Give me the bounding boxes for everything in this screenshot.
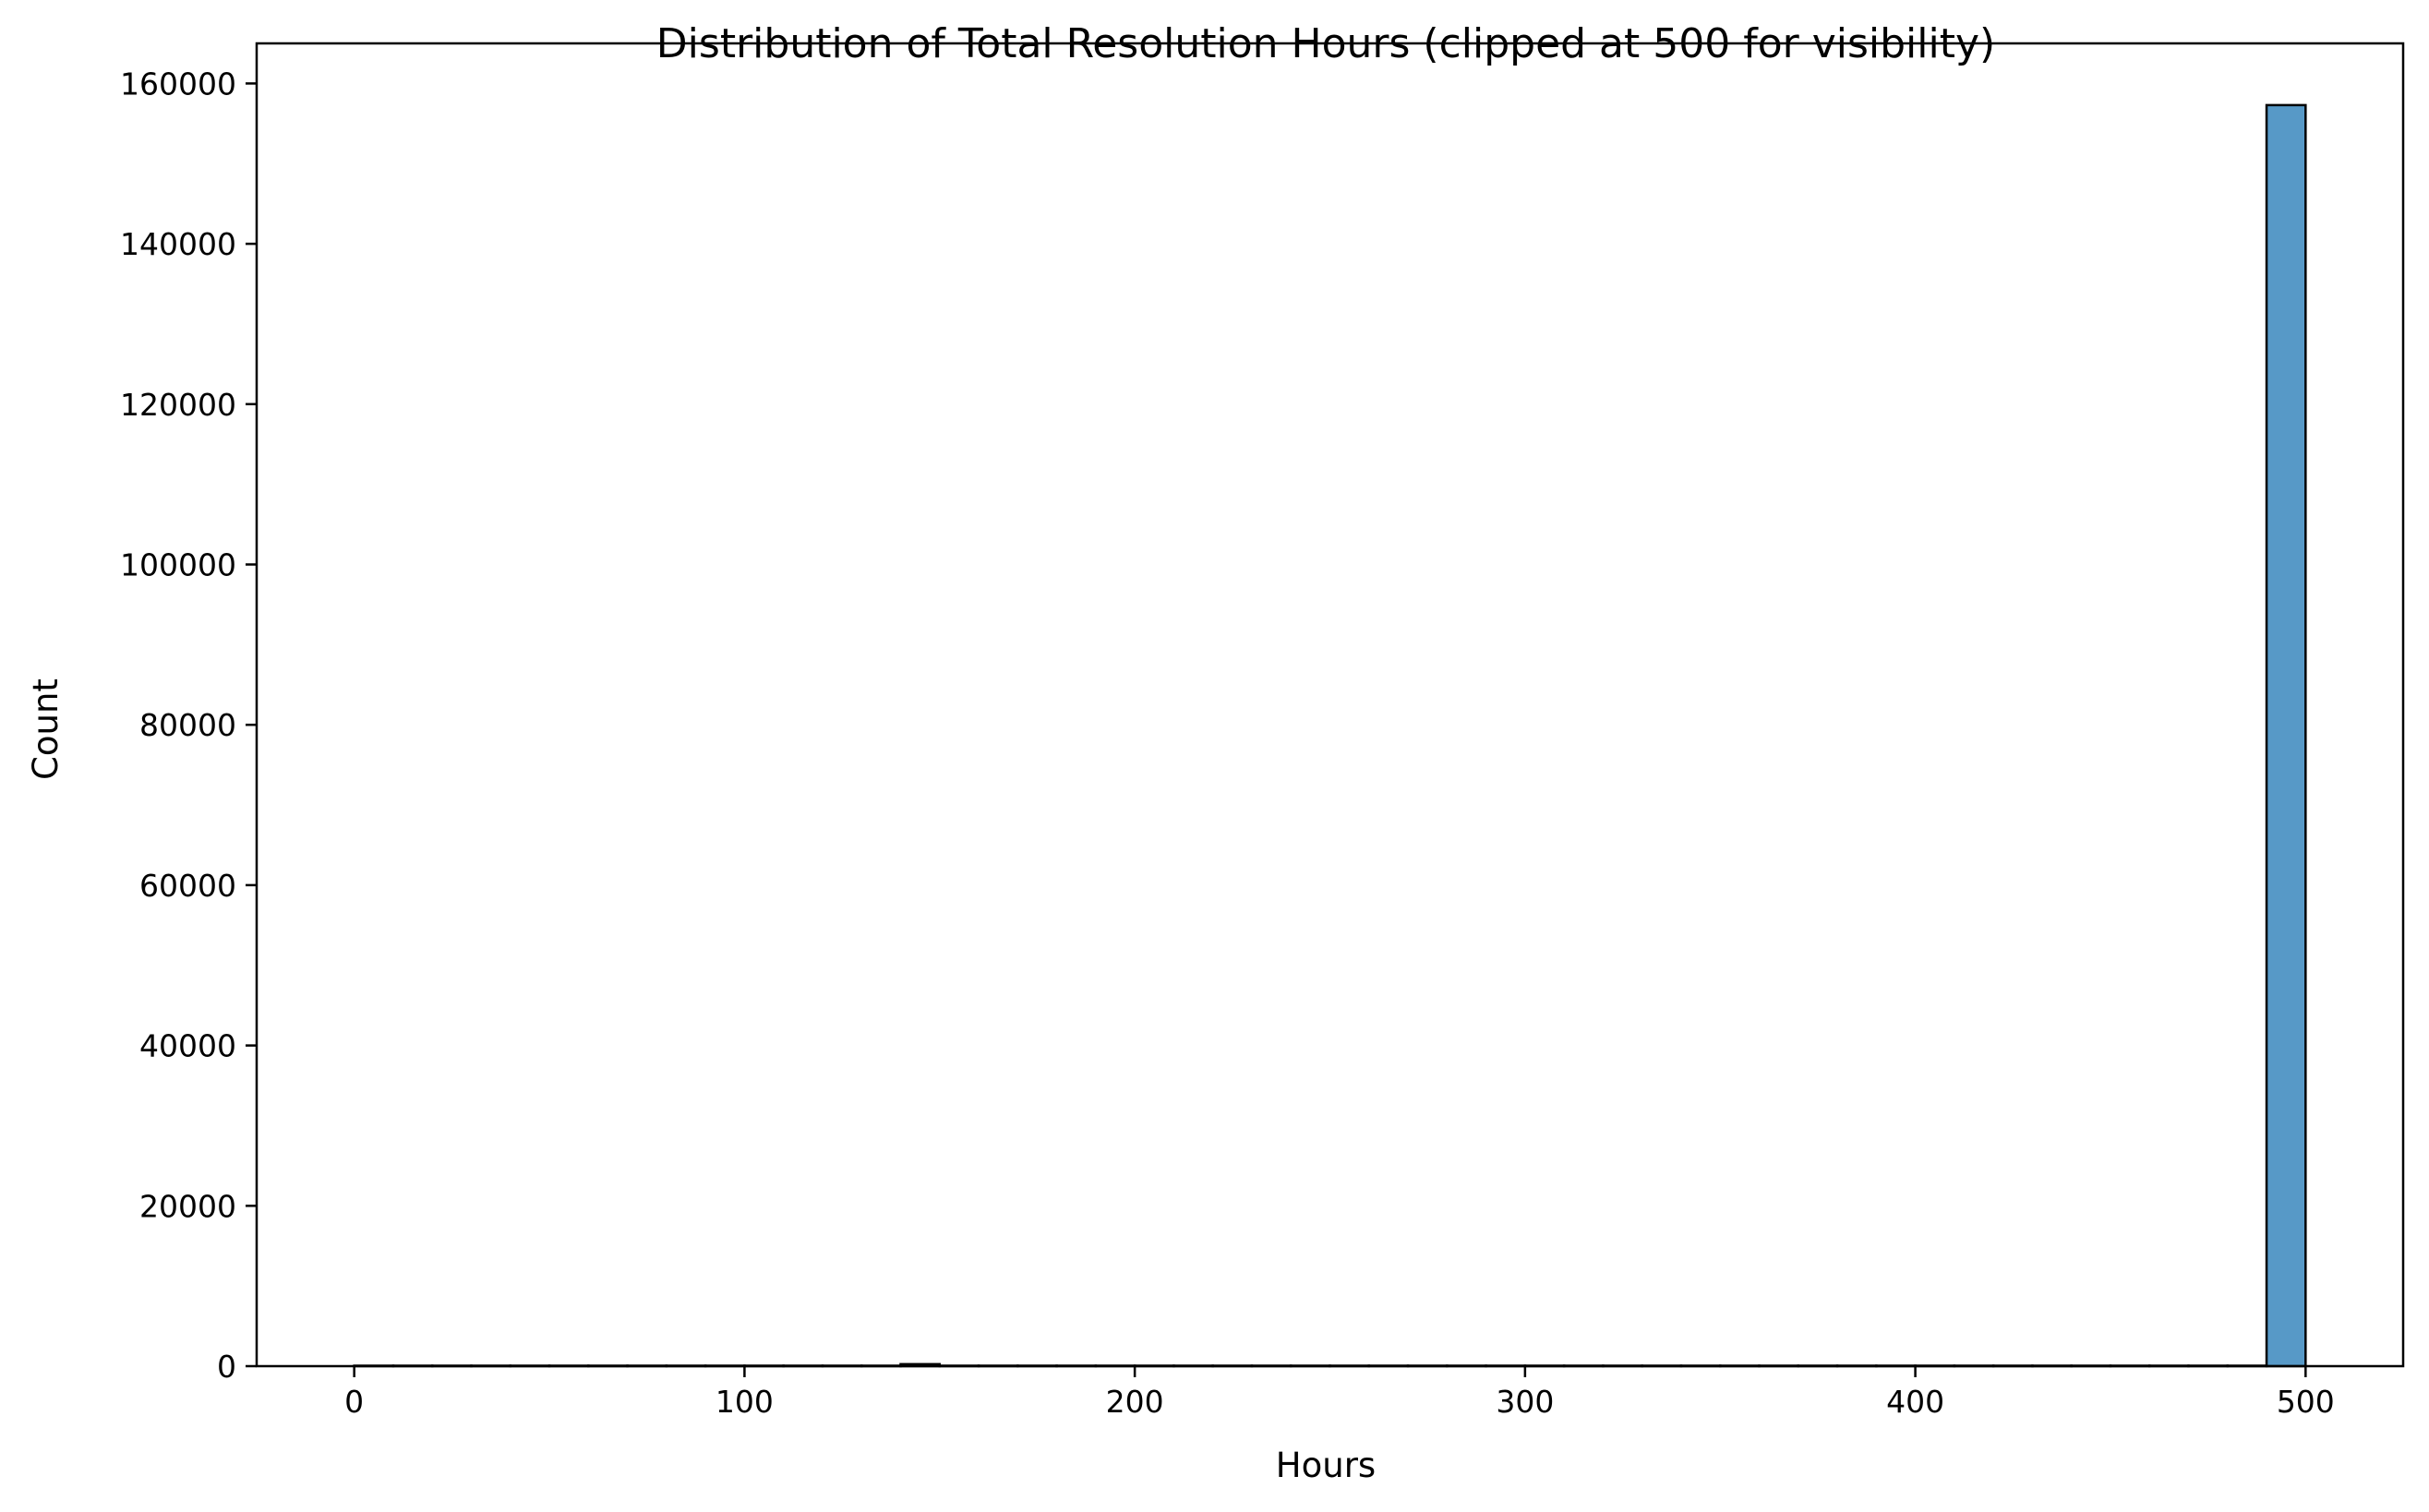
y-tick-label: 40000	[139, 1028, 236, 1064]
plot-area-frame	[255, 42, 2405, 1368]
x-axis-ticks: 0 100 200 300 400 500	[344, 1366, 2335, 1420]
y-tick-label: 80000	[139, 707, 236, 743]
x-tick-label: 200	[1106, 1384, 1164, 1420]
y-axis-title: Count	[26, 678, 66, 780]
histogram-bar	[2265, 103, 2307, 1368]
y-tick-label: 20000	[139, 1188, 236, 1224]
y-tick-label: 120000	[120, 387, 236, 423]
y-tick-label: 140000	[120, 226, 236, 262]
y-tick-label: 60000	[139, 868, 236, 904]
y-axis-ticks: 0 20000 40000 60000 80000 100000 120000 140000 1…	[120, 66, 257, 1385]
y-tick-label: 160000	[120, 66, 236, 102]
y-tick-label: 100000	[120, 547, 236, 583]
y-tick-label: 0	[217, 1349, 236, 1385]
x-tick-label: 400	[1886, 1384, 1944, 1420]
x-tick-label: 0	[344, 1384, 364, 1420]
x-tick-label: 300	[1496, 1384, 1554, 1420]
x-axis-title: Hours	[1276, 1446, 1376, 1485]
x-tick-label: 500	[2277, 1384, 2335, 1420]
x-tick-label: 100	[715, 1384, 774, 1420]
